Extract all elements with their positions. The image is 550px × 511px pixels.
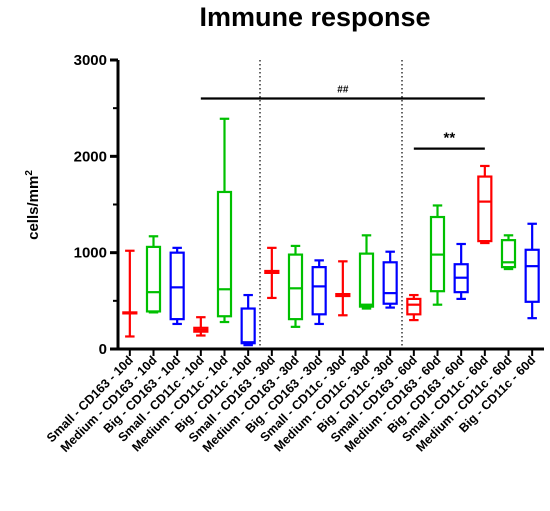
box-medium-cd163-10d: [145, 235, 162, 314]
iqr-box: [311, 266, 327, 316]
box-small-cd163-60d: [406, 293, 422, 322]
chart-title: Immune response: [199, 2, 430, 32]
y-tick-label: 2000: [74, 148, 107, 165]
y-axis-label-superscript: 2: [24, 170, 35, 176]
box-medium-cd163-60d: [429, 204, 446, 306]
box-big-cd163-10d: [169, 246, 185, 326]
y-tick-label: 3000: [74, 52, 107, 69]
box-small-cd11c-60d: [477, 164, 493, 245]
iqr-box: [169, 251, 185, 321]
iqr-box: [287, 253, 304, 321]
significance-annotations: ## **: [200, 85, 485, 150]
axes: 0 1000 2000 3000: [74, 52, 544, 358]
box-big-cd163-30d: [311, 259, 327, 326]
box-small-cd163-30d: [264, 246, 280, 300]
iqr-box: [216, 190, 233, 318]
box-small-cd11c-10d: [193, 316, 209, 337]
y-axis-label: cells/mm2: [24, 170, 42, 240]
box-big-cd163-60d: [453, 242, 469, 301]
iqr-box: [358, 252, 375, 308]
iqr-box: [240, 307, 256, 345]
group-separators: [259, 60, 403, 349]
y-tick-label: 0: [99, 341, 107, 358]
box-medium-cd163-30d: [287, 244, 304, 328]
box-small-cd11c-30d: [335, 260, 351, 317]
iqr-box: [524, 248, 540, 303]
iqr-box: [406, 297, 422, 316]
box-medium-cd11c-60d: [500, 234, 517, 271]
box-small-cd163-10d: [122, 249, 138, 338]
box-big-cd11c-60d: [524, 222, 540, 320]
iqr-box: [500, 239, 517, 269]
y-axis-label-text: cells/mm: [25, 176, 42, 240]
significance-label: **: [443, 130, 455, 147]
box-medium-cd11c-10d: [216, 117, 233, 324]
box-big-cd11c-10d: [240, 293, 256, 347]
significance-label: ##: [337, 85, 349, 96]
iqr-box: [477, 175, 493, 243]
box-medium-cd11c-30d: [358, 234, 375, 310]
iqr-box: [145, 245, 162, 313]
iqr-box: [382, 261, 398, 305]
boxes: [122, 117, 540, 347]
y-tick-label: 1000: [74, 245, 107, 262]
box-big-cd11c-30d: [382, 250, 398, 309]
